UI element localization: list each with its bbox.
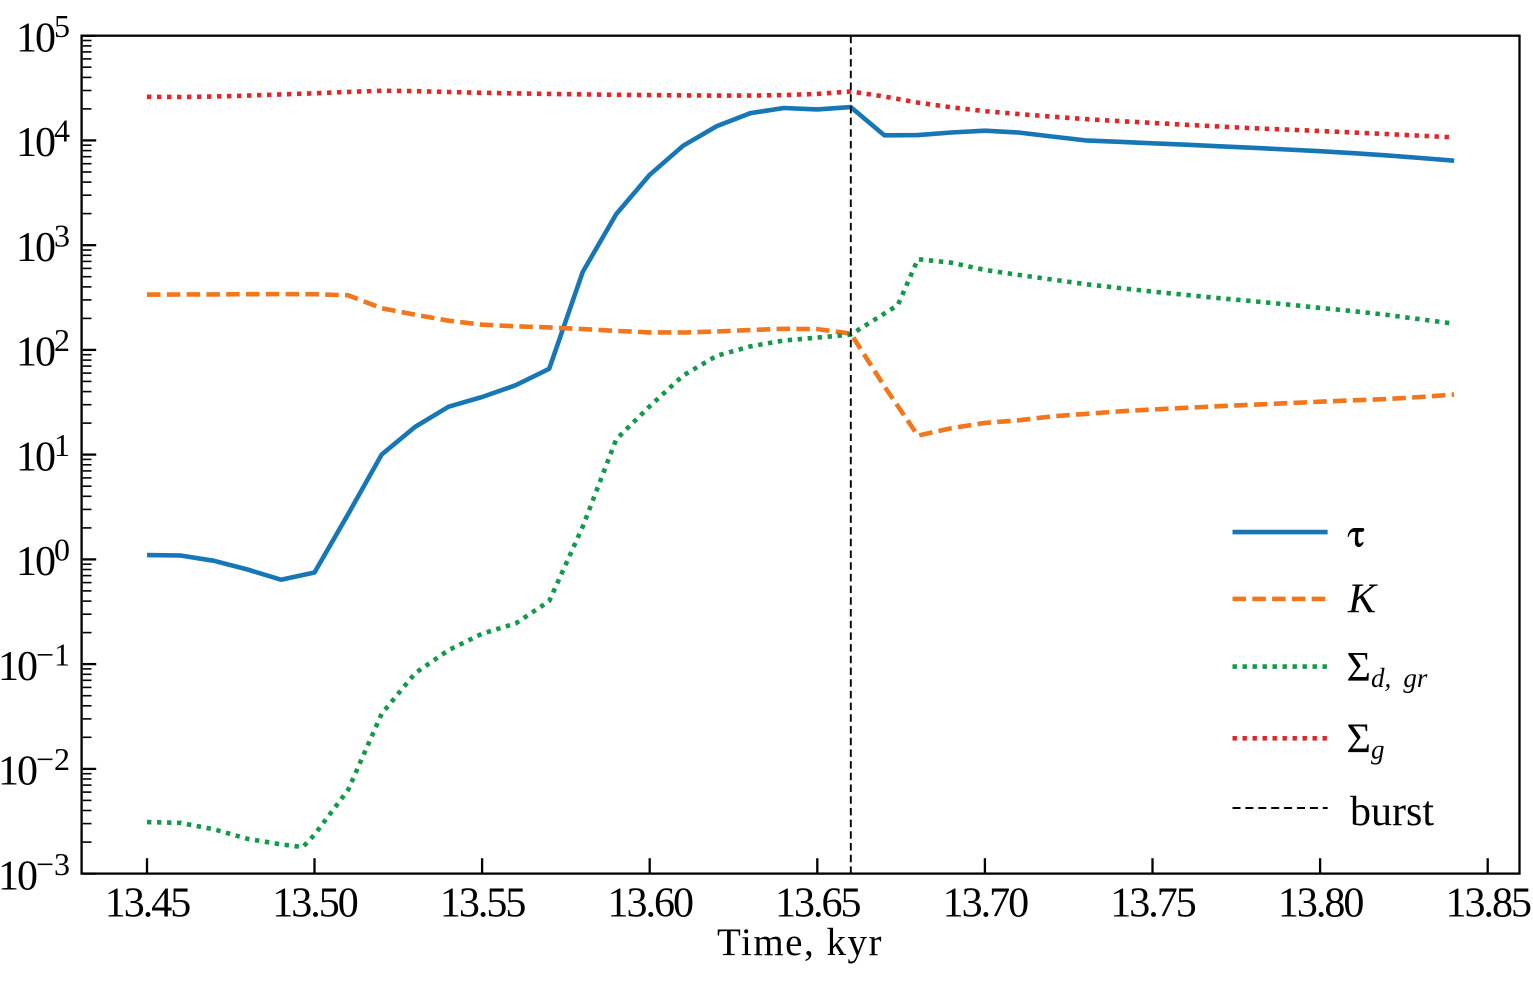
svg-text:−2: −2 — [36, 741, 70, 777]
svg-text:13.55: 13.55 — [440, 880, 526, 926]
svg-text:2: 2 — [54, 322, 70, 358]
svg-text:5: 5 — [54, 8, 70, 44]
svg-text:burst: burst — [1350, 789, 1434, 835]
svg-text:1: 1 — [54, 427, 70, 463]
svg-text:10: 10 — [0, 749, 37, 795]
svg-text:10: 10 — [16, 434, 55, 480]
svg-text:10: 10 — [0, 853, 37, 899]
svg-text:13.80: 13.80 — [1278, 880, 1364, 926]
svg-text:K: K — [1347, 576, 1378, 622]
svg-text:10: 10 — [16, 16, 55, 62]
svg-text:13.60: 13.60 — [607, 880, 693, 926]
svg-text:10: 10 — [16, 539, 55, 585]
svg-text:10: 10 — [16, 330, 55, 376]
svg-text:3: 3 — [54, 218, 70, 254]
svg-text:4: 4 — [54, 113, 70, 149]
svg-text:−1: −1 — [36, 636, 70, 672]
svg-text:−3: −3 — [36, 846, 70, 882]
svg-text:10: 10 — [16, 120, 55, 166]
svg-text:13.50: 13.50 — [272, 880, 358, 926]
svg-text:0: 0 — [54, 532, 70, 568]
svg-text:10: 10 — [0, 644, 37, 690]
svg-text:13.45: 13.45 — [105, 880, 191, 926]
svg-text:10: 10 — [16, 225, 55, 271]
svg-text:13.65: 13.65 — [775, 880, 861, 926]
svg-text:13.85: 13.85 — [1445, 880, 1531, 926]
svg-text:Σg: Σg — [1347, 717, 1385, 765]
svg-text:13.75: 13.75 — [1110, 880, 1196, 926]
svg-text:13.70: 13.70 — [943, 880, 1029, 926]
svg-text:Time, kyr: Time, kyr — [717, 921, 883, 964]
